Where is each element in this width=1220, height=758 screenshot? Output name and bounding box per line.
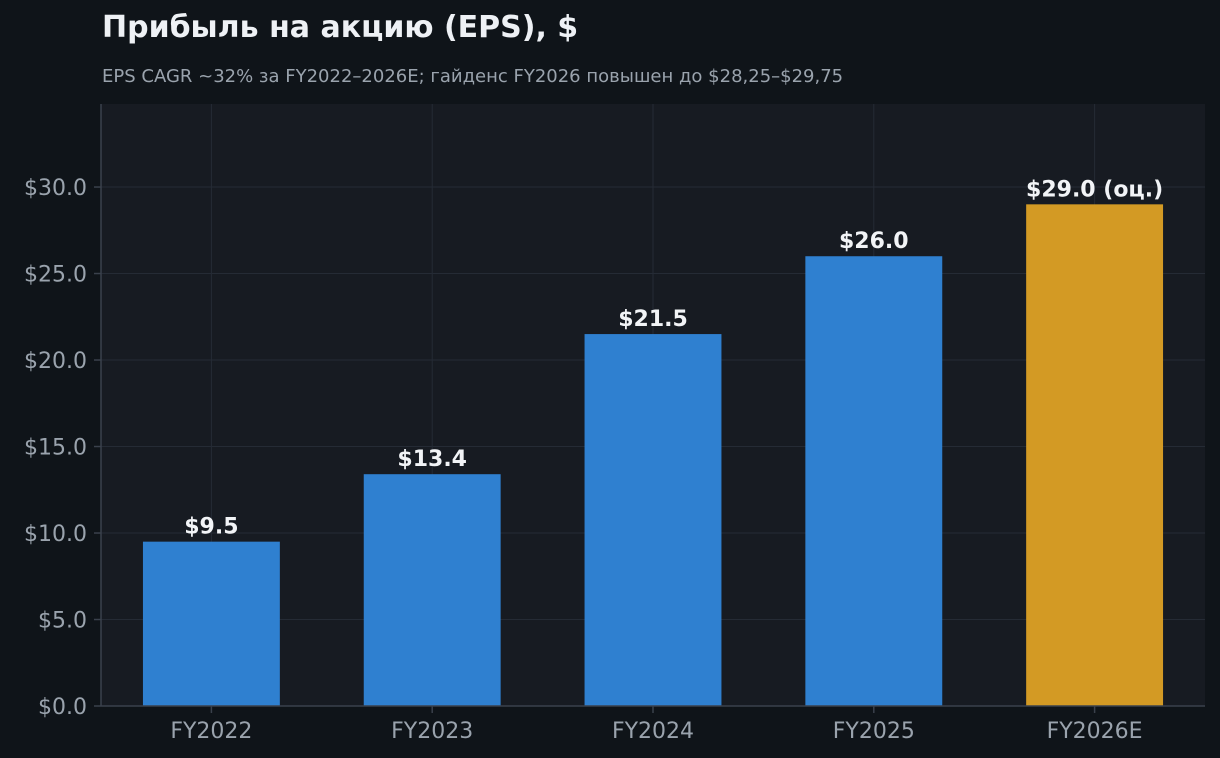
bar <box>584 334 722 706</box>
chart-title: Прибыль на акцию (EPS), $ <box>102 10 579 45</box>
y-tick-label: $15.0 <box>24 436 87 461</box>
bar-value-label: $26.0 <box>839 229 909 254</box>
bar-estimate <box>1026 204 1164 707</box>
y-tick-label: $20.0 <box>24 349 87 374</box>
x-tick-label: FY2024 <box>612 719 694 744</box>
x-tick-label: FY2026E <box>1047 719 1143 744</box>
y-tick-label: $0.0 <box>38 695 87 720</box>
data-labels: $9.5 $13.4 $21.5 $26.0 $29.0 (оц.) <box>184 177 1163 539</box>
chart-subtitle: EPS CAGR ~32% за FY2022–2026E; гайденс F… <box>102 66 844 87</box>
tick-labels: $0.0 $5.0 $10.0 $15.0 $20.0 $25.0 $30.0 FY2022 F… <box>24 176 1143 744</box>
y-tick-label: $10.0 <box>24 522 87 547</box>
y-tick-label: $30.0 <box>24 176 87 201</box>
y-tick-label: $25.0 <box>24 263 87 288</box>
bar-value-label: $21.5 <box>618 307 688 332</box>
bar-value-label: $9.5 <box>184 515 238 540</box>
x-tick-label: FY2022 <box>170 719 252 744</box>
bar <box>805 256 943 706</box>
x-tick-label: FY2025 <box>833 719 915 744</box>
bar <box>142 541 280 706</box>
y-tick-label: $5.0 <box>38 609 87 634</box>
bar-value-label: $29.0 (оц.) <box>1026 177 1163 202</box>
bar <box>363 474 501 706</box>
bars <box>142 204 1164 707</box>
x-tick-label: FY2023 <box>391 719 473 744</box>
bar-value-label: $13.4 <box>397 447 467 472</box>
axes <box>94 104 1205 713</box>
